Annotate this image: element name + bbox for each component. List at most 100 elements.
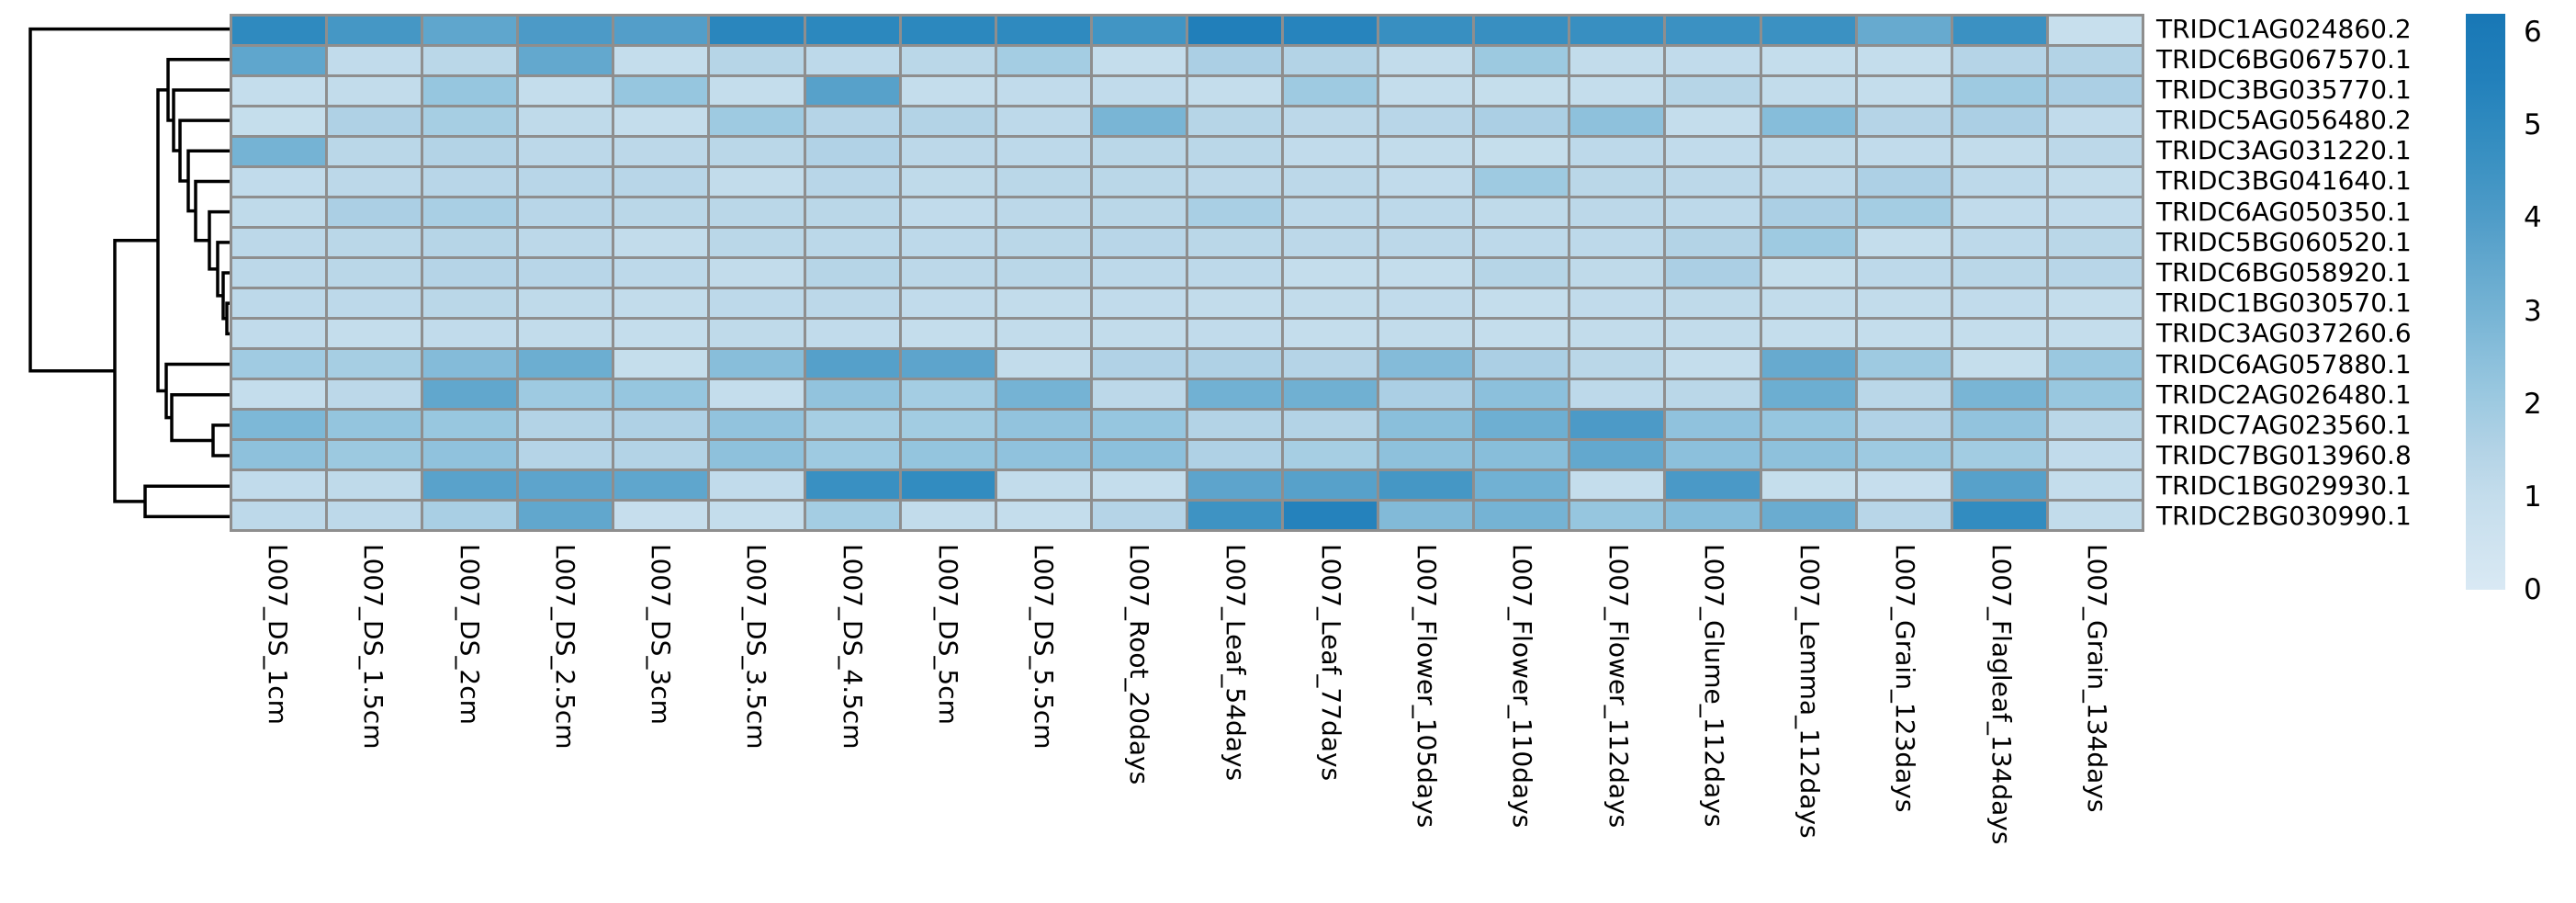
heatmap-cell <box>1761 320 1855 347</box>
heatmap-cell <box>1284 411 1378 438</box>
row-label: TRIDC6BG058920.1 <box>2156 257 2412 288</box>
heatmap-cell <box>423 229 517 256</box>
heatmap-cell <box>1092 380 1186 408</box>
heatmap-cell <box>614 411 708 438</box>
heatmap-cell <box>519 107 613 135</box>
heatmap-cell <box>1952 502 2046 529</box>
heatmap-cell <box>1570 107 1664 135</box>
column-label: L007_Leaf_77days <box>1315 544 1346 782</box>
heatmap-cell <box>1379 471 1473 499</box>
row-label: TRIDC5BG060520.1 <box>2156 226 2412 257</box>
column-label: L007_DS_2.5cm <box>549 544 580 750</box>
heatmap-cell <box>1761 502 1855 529</box>
heatmap-cell <box>519 471 613 499</box>
heatmap-cell <box>1379 350 1473 378</box>
heatmap-cell <box>423 107 517 135</box>
heatmap-cell <box>232 229 326 256</box>
heatmap-cell <box>710 168 804 196</box>
column-label: L007_DS_5.5cm <box>1029 544 1060 750</box>
heatmap-cell <box>996 229 1090 256</box>
heatmap-cell <box>1284 17 1378 44</box>
heatmap-cell <box>901 471 995 499</box>
heatmap-cell <box>996 350 1090 378</box>
heatmap-cell <box>423 138 517 165</box>
heatmap-cell <box>1570 441 1664 468</box>
heatmap-cell <box>901 17 995 44</box>
heatmap-cell <box>1666 289 1760 317</box>
heatmap-cell <box>1952 350 2046 378</box>
heatmap-cell <box>1570 350 1664 378</box>
heatmap-cell <box>1284 198 1378 226</box>
dendrogram-link <box>208 209 230 271</box>
heatmap-cell <box>423 350 517 378</box>
heatmap-cell <box>1761 350 1855 378</box>
heatmap-cell <box>805 168 899 196</box>
heatmap-cell <box>1379 229 1473 256</box>
heatmap-cell <box>1092 138 1186 165</box>
heatmap-cell <box>1092 471 1186 499</box>
heatmap-cell <box>1475 168 1569 196</box>
heatmap-cell <box>1666 411 1760 438</box>
heatmap-cell <box>1666 320 1760 347</box>
heatmap-cell <box>519 320 613 347</box>
heatmap-cell <box>996 198 1090 226</box>
heatmap-cell <box>1570 380 1664 408</box>
heatmap-cell <box>1761 198 1855 226</box>
heatmap-cell <box>328 441 422 468</box>
heatmap-cell <box>996 411 1090 438</box>
heatmap-cell <box>328 229 422 256</box>
heatmap-cell <box>1379 77 1473 105</box>
dendrogram-link <box>28 27 230 373</box>
heatmap-cell <box>1187 259 1282 287</box>
heatmap-cell <box>805 138 899 165</box>
row-label: TRIDC3BG035770.1 <box>2156 73 2412 105</box>
heatmap-cell <box>423 77 517 105</box>
heatmap-cell <box>2048 320 2142 347</box>
heatmap-cell <box>1187 289 1282 317</box>
heatmap-cell <box>1952 229 2046 256</box>
heatmap-cell <box>1666 17 1760 44</box>
heatmap-cell <box>1379 17 1473 44</box>
heatmap-cell <box>1379 502 1473 529</box>
heatmap-cell <box>232 259 326 287</box>
heatmap-cell <box>2048 168 2142 196</box>
heatmap-cell <box>1666 350 1760 378</box>
heatmap-cell <box>519 198 613 226</box>
heatmap-cell <box>1092 77 1186 105</box>
heatmap-cell <box>710 320 804 347</box>
heatmap-cell <box>519 77 613 105</box>
column-label: L007_DS_5cm <box>932 544 963 725</box>
heatmap-cell <box>1092 441 1186 468</box>
heatmap-cell <box>1187 471 1282 499</box>
dendrogram-link <box>164 362 230 420</box>
heatmap-cell <box>710 198 804 226</box>
heatmap-cell <box>996 138 1090 165</box>
heatmap-cell <box>1187 350 1282 378</box>
heatmap-cell <box>2048 350 2142 378</box>
heatmap-cell <box>328 259 422 287</box>
heatmap-cell <box>2048 289 2142 317</box>
heatmap-cell <box>232 320 326 347</box>
heatmap-cell <box>1857 17 1951 44</box>
heatmap-cell <box>2048 198 2142 226</box>
heatmap-cell <box>805 229 899 256</box>
heatmap-cell <box>2048 17 2142 44</box>
heatmap-cell <box>996 320 1090 347</box>
heatmap-cell <box>1761 229 1855 256</box>
column-label: L007_DS_3cm <box>646 544 677 725</box>
heatmap-cell <box>1952 380 2046 408</box>
heatmap-cell <box>1284 320 1378 347</box>
heatmap-cell <box>1857 138 1951 165</box>
heatmap-cell <box>1666 138 1760 165</box>
row-label: TRIDC1BG029930.1 <box>2156 470 2412 502</box>
heatmap-cell <box>996 107 1090 135</box>
heatmap-cell <box>1570 502 1664 529</box>
heatmap-cell <box>1952 289 2046 317</box>
heatmap-cell <box>805 320 899 347</box>
heatmap-cell <box>1857 471 1951 499</box>
heatmap-cell <box>710 441 804 468</box>
heatmap-cell <box>1570 138 1664 165</box>
heatmap-cell <box>1475 198 1569 226</box>
heatmap-cell <box>710 471 804 499</box>
heatmap-cell <box>1092 502 1186 529</box>
